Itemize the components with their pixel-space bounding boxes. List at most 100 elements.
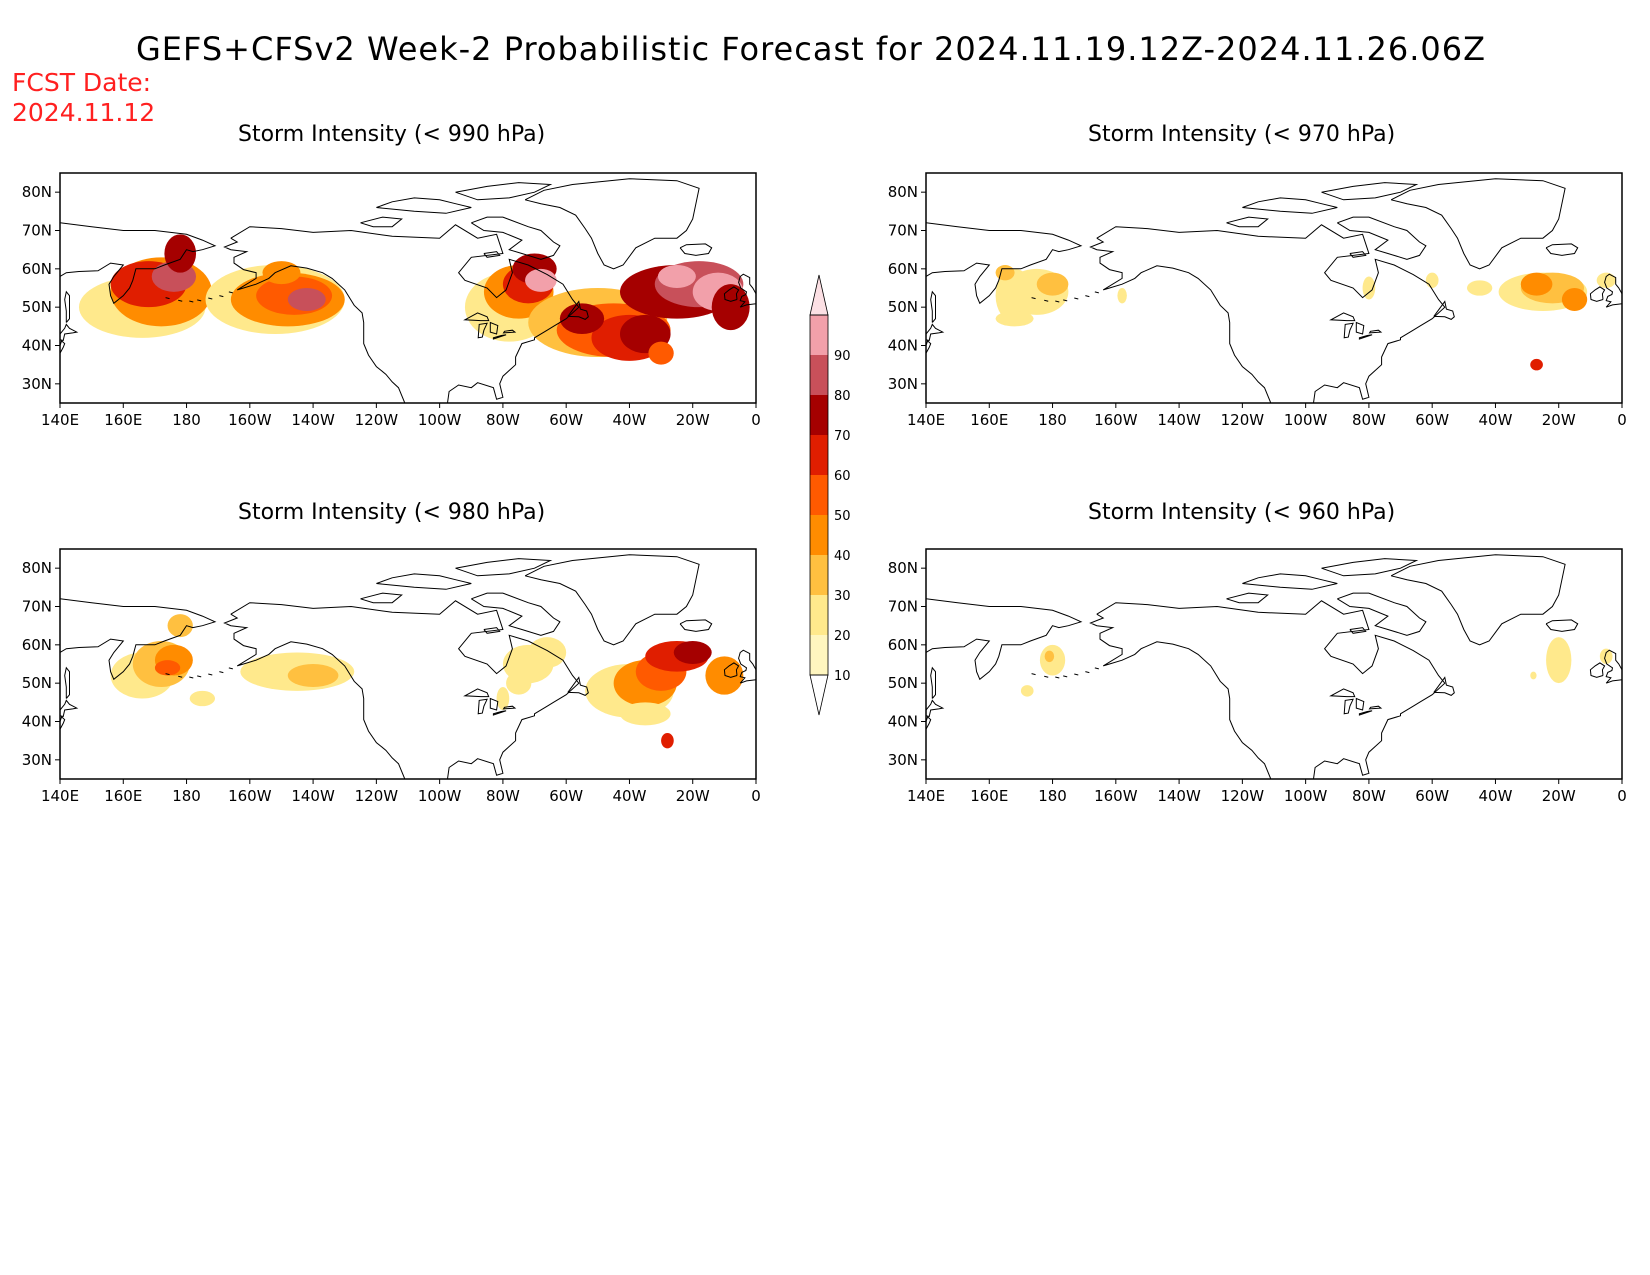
lake-outline bbox=[1355, 697, 1365, 711]
coastline bbox=[1242, 573, 1338, 590]
lon-tick-label: 0 bbox=[751, 787, 761, 805]
lon-tick-label: 160E bbox=[970, 411, 1008, 429]
lon-tick-label: 180 bbox=[172, 787, 201, 805]
coastline bbox=[60, 340, 66, 354]
panel-title-970: Storm Intensity (< 970 hPa) bbox=[1088, 122, 1396, 147]
lat-tick-label: 30N bbox=[22, 375, 52, 393]
lon-tick-label: 20W bbox=[1542, 411, 1576, 429]
coastline bbox=[230, 600, 580, 779]
lon-tick-label: 80W bbox=[1352, 787, 1386, 805]
coastline bbox=[64, 666, 70, 699]
coastline bbox=[1337, 592, 1427, 636]
lat-tick-label: 60N bbox=[22, 260, 52, 278]
lon-tick-label: 100W bbox=[418, 411, 462, 429]
lon-tick-label: 160W bbox=[228, 411, 272, 429]
colorbar-swatch bbox=[810, 515, 828, 555]
lon-tick-label: 60W bbox=[549, 411, 583, 429]
coastline bbox=[1433, 300, 1455, 320]
probability-area bbox=[154, 660, 181, 676]
coastline bbox=[1226, 216, 1269, 228]
panel-title-980: Storm Intensity (< 980 hPa) bbox=[238, 500, 546, 525]
colorbar-label: 80 bbox=[834, 389, 851, 404]
lon-tick-label: 40W bbox=[612, 787, 646, 805]
map-frame bbox=[59, 548, 757, 780]
island bbox=[189, 300, 194, 303]
colorbar-label: 20 bbox=[834, 629, 851, 644]
lon-tick-label: 40W bbox=[1478, 787, 1512, 805]
coastline bbox=[926, 598, 1083, 681]
island bbox=[1044, 675, 1049, 678]
colorbar-swatch bbox=[810, 315, 828, 355]
lon-tick-label: 140W bbox=[291, 411, 335, 429]
coastline bbox=[483, 627, 501, 634]
map-panel-3: 80N 70N 60N 50N 40N 30N 140E 160E 180 160W 140W 120… bbox=[888, 548, 1627, 805]
coastline bbox=[679, 619, 713, 632]
lon-tick-label: 0 bbox=[1617, 787, 1627, 805]
probability-area bbox=[1546, 637, 1572, 684]
coastline bbox=[483, 251, 501, 258]
lon-tick-label: 0 bbox=[751, 411, 761, 429]
lon-tick-label: 180 bbox=[1038, 411, 1067, 429]
colorbar-swatch bbox=[810, 355, 828, 395]
lat-tick-label: 50N bbox=[22, 298, 52, 316]
lat-tick-label: 80N bbox=[22, 183, 52, 201]
coastline bbox=[455, 558, 553, 577]
coastline bbox=[230, 224, 580, 403]
probability-area bbox=[287, 664, 339, 687]
map-frame bbox=[59, 172, 757, 404]
lake-outline bbox=[1368, 705, 1383, 710]
lat-tick-label: 50N bbox=[888, 298, 918, 316]
coastline bbox=[567, 676, 589, 696]
probability-area bbox=[1036, 272, 1069, 296]
lat-tick-label: 70N bbox=[888, 598, 918, 616]
coastline bbox=[1096, 224, 1446, 403]
coastline bbox=[1242, 197, 1338, 214]
lon-tick-label: 140E bbox=[41, 787, 79, 805]
island bbox=[219, 671, 224, 674]
island bbox=[228, 667, 233, 670]
colorbar-swatch bbox=[810, 475, 828, 515]
coastline bbox=[455, 182, 553, 201]
panel-title-990: Storm Intensity (< 990 hPa) bbox=[238, 122, 546, 147]
coastline bbox=[1604, 649, 1622, 684]
colorbar-swatch bbox=[810, 555, 828, 595]
coastline bbox=[679, 243, 713, 256]
lat-tick-label: 40N bbox=[888, 713, 918, 731]
lon-tick-label: 0 bbox=[1617, 411, 1627, 429]
coastline bbox=[1321, 558, 1419, 577]
coastline bbox=[738, 273, 756, 308]
coastline bbox=[567, 300, 589, 320]
colorbar-top-arrow bbox=[809, 274, 829, 316]
lon-tick-label: 100W bbox=[1284, 411, 1328, 429]
island bbox=[1044, 299, 1049, 302]
panel-title-960: Storm Intensity (< 960 hPa) bbox=[1088, 500, 1396, 525]
lat-tick-label: 30N bbox=[22, 751, 52, 769]
lon-tick-label: 180 bbox=[1038, 787, 1067, 805]
coastline bbox=[738, 649, 756, 684]
coastline bbox=[60, 716, 66, 730]
coastline bbox=[64, 290, 70, 323]
probability-area bbox=[705, 656, 744, 695]
lon-tick-label: 180 bbox=[172, 411, 201, 429]
lon-tick-label: 140E bbox=[907, 411, 945, 429]
coastline bbox=[524, 554, 700, 646]
coastline bbox=[376, 573, 472, 590]
map-panel-2: 80N 70N 60N 50N 40N 30N 140E 160E 180 160W 140W 120… bbox=[22, 548, 761, 805]
island bbox=[1094, 291, 1099, 294]
lon-tick-label: 20W bbox=[676, 411, 710, 429]
probability-area bbox=[559, 303, 605, 334]
lake-outline bbox=[489, 321, 499, 335]
lon-tick-label: 80W bbox=[486, 787, 520, 805]
lat-tick-label: 80N bbox=[888, 559, 918, 577]
lake-outline bbox=[1355, 321, 1365, 335]
lat-tick-label: 30N bbox=[888, 751, 918, 769]
lat-tick-label: 70N bbox=[22, 598, 52, 616]
island bbox=[189, 676, 194, 679]
lon-tick-label: 160E bbox=[970, 787, 1008, 805]
island bbox=[1085, 295, 1090, 298]
coastline bbox=[1589, 286, 1606, 302]
probability-area bbox=[995, 265, 1015, 281]
lon-tick-label: 40W bbox=[1478, 411, 1512, 429]
coastline bbox=[60, 598, 217, 681]
